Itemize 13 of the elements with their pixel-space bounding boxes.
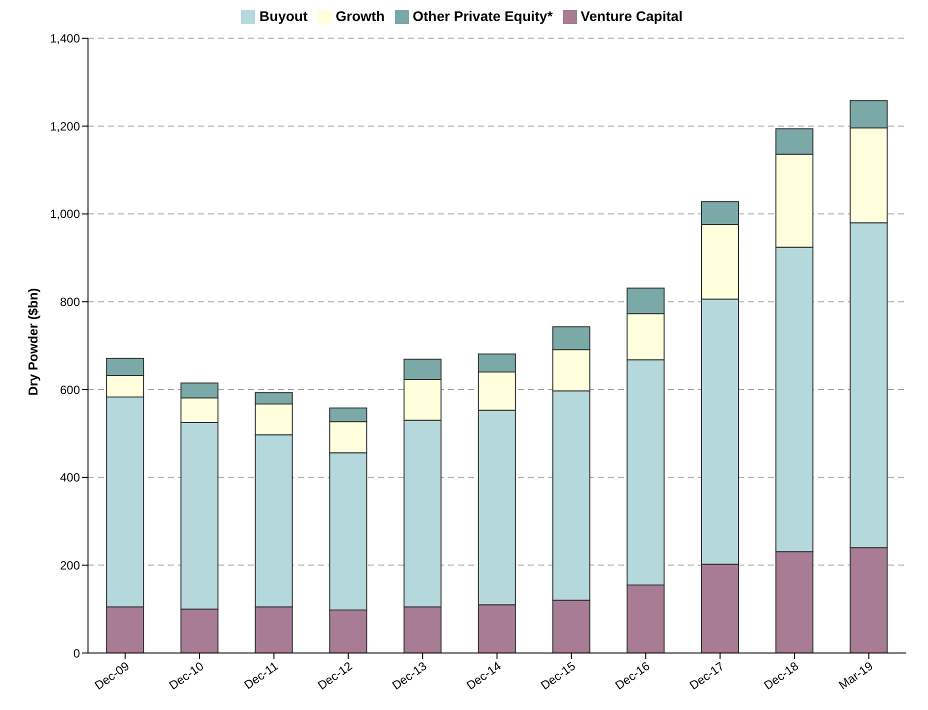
y-tick-label: 200 — [60, 558, 80, 572]
y-tick-label: 1,200 — [50, 119, 80, 134]
y-tick-label: 800 — [60, 295, 80, 309]
y-tick-label: 1,000 — [50, 207, 80, 222]
y-tick-label: 0 — [73, 646, 80, 660]
y-tick-label: 400 — [60, 470, 80, 485]
y-tick-label: 1,400 — [50, 32, 80, 46]
legend-label: Other Private Equity* — [412, 8, 553, 24]
legend-label: Growth — [336, 8, 385, 24]
y-axis-title: Dry Powder ($bn) — [26, 288, 41, 396]
y-tick-label: 600 — [60, 382, 80, 397]
legend-label: Venture Capital — [580, 8, 683, 24]
legend-label: Buyout — [259, 8, 308, 24]
